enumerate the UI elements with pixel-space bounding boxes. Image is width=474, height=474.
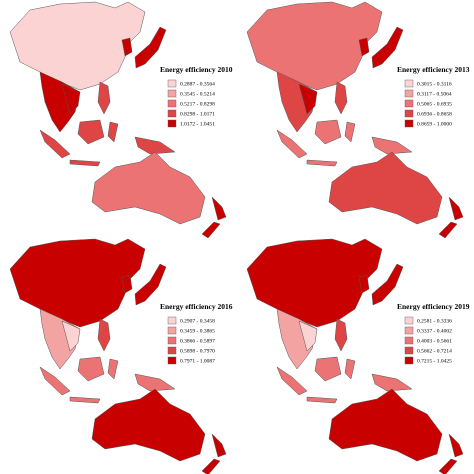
legend-title: Energy efficiency 2019 [397,302,470,311]
legend-item: 0.6936 - 0.8658 [417,112,452,118]
legend-swatch [404,99,414,108]
thailand [61,83,81,115]
philippines [97,81,111,115]
legend-item: 0.2887 - 0.3564 [180,82,215,88]
sulawesi [344,121,356,143]
borneo [314,356,342,382]
mainland-sea [276,308,318,370]
borneo [77,356,105,382]
legend-swatch [167,79,177,88]
sumatra [39,366,71,396]
map-panel: Energy efficiency 2013 0.3015 - 0.3116 0.3… [246,1,470,239]
korea [358,274,370,294]
sulawesi [344,358,356,380]
java [306,159,338,167]
legend-item: 0.3337 - 0.4002 [417,329,452,335]
legend-swatch [167,89,177,98]
map-panel: Energy efficiency 2010 0.2887 - 0.3564 0.3… [9,1,233,239]
legend-swatch [167,109,177,118]
australia [328,151,443,225]
legend-swatch [167,119,177,128]
sulawesi [107,358,119,380]
australia [91,151,206,225]
legend-item: 0.5065 - 0.6935 [417,102,452,108]
japan [371,26,404,69]
borneo [77,119,105,145]
legend-item: 0.3459 - 0.3865 [180,329,215,335]
legend-swatch [404,336,414,345]
japan [134,26,167,69]
legend-item: 0.2907 - 0.3458 [180,319,215,325]
japan [134,263,167,306]
legend-item: 0.3015 - 0.3116 [417,82,452,88]
legend-swatch [404,346,414,355]
legend-item: 0.8298 - 1.0171 [180,112,215,118]
legend-swatch [167,316,177,325]
legend-item: 0.3117 - 0.5064 [417,92,452,98]
legend-swatch [404,316,414,325]
sumatra [276,129,308,159]
australia [328,388,443,462]
japan [371,263,404,306]
legend-title: Energy efficiency 2013 [397,65,470,74]
philippines [334,318,348,352]
mainland-sea [39,308,81,370]
thailand [61,320,81,352]
new-zealand [201,196,227,239]
legend-swatch [404,79,414,88]
legend-title: Energy efficiency 2010 [160,65,233,74]
legend-item: 0.3545 - 0.5214 [180,92,215,98]
legend-item: 0.7215 - 1.0425 [417,359,452,365]
legend-swatch [167,346,177,355]
map-panel: Energy efficiency 2019 0.2581 - 0.3336 0.3… [246,238,470,474]
legend-item: 0.2581 - 0.3336 [417,319,452,325]
philippines [334,81,348,115]
map-panel: Energy efficiency 2016 0.2907 - 0.3458 0.3… [9,238,233,474]
legend-swatch [167,99,177,108]
legend-item: 0.5662 - 0.7214 [417,349,452,355]
legend-swatch [167,326,177,335]
sumatra [39,129,71,159]
new-guinea [371,373,413,392]
legend-swatch [167,356,177,365]
legend-item: 1.0172 - 1.0451 [180,122,215,128]
new-zealand [201,433,227,474]
sumatra [276,366,308,396]
java [69,159,101,167]
korea [121,37,133,57]
legend-swatch [167,336,177,345]
legend-item: 0.4003 - 0.5661 [417,339,452,345]
thailand [298,83,318,115]
sulawesi [107,121,119,143]
philippines [97,318,111,352]
new-guinea [134,373,176,392]
legend-swatch [404,119,414,128]
legend-title: Energy efficiency 2016 [160,302,233,311]
legend-item: 0.3866 - 0.5897 [180,339,215,345]
legend-swatch [404,356,414,365]
legend-item: 0.5217 - 0.8298 [180,102,215,108]
mainland-sea [276,71,318,133]
java [306,396,338,404]
legend-swatch [404,109,414,118]
australia [91,388,206,462]
java [69,396,101,404]
legend-swatch [404,89,414,98]
mainland-sea [39,71,81,133]
korea [358,37,370,57]
legend-item: 0.5898 - 0.7970 [180,349,215,355]
legend-item: 0.7971 - 1.0087 [180,359,215,365]
borneo [314,119,342,145]
thailand [298,320,318,352]
new-guinea [371,136,413,155]
legend-item: 0.8659 - 1.0000 [417,122,452,128]
new-zealand [438,196,464,239]
new-guinea [134,136,176,155]
legend-swatch [404,326,414,335]
korea [121,274,133,294]
new-zealand [438,433,464,474]
